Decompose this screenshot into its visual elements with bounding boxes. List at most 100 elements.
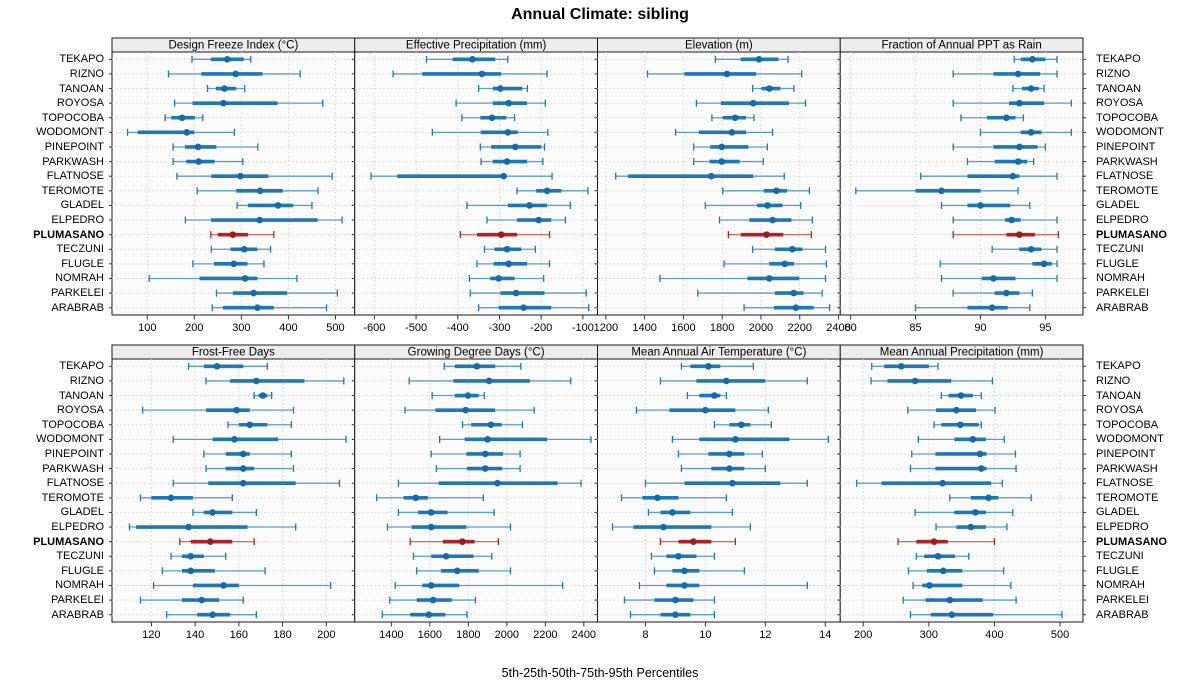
site-label-left-flugle: FLUGLE xyxy=(61,257,104,270)
interval-PINEPOINT xyxy=(677,450,763,458)
interval-PARKELEI xyxy=(389,596,477,604)
interval-ROYOSA xyxy=(635,406,769,414)
interval-NOMRAH xyxy=(940,274,1058,282)
interval-ARABRAB xyxy=(909,611,1063,619)
x-tick-label: 2400 xyxy=(826,322,850,334)
interval-PLUMASANO xyxy=(659,538,737,546)
site-label-right-royosa: ROYOSA xyxy=(1096,97,1144,110)
interval-PINEPOINT xyxy=(479,143,546,151)
interval-FLATNOSE xyxy=(172,479,341,487)
x-tick-label: 2400 xyxy=(572,629,596,641)
x-tick-label: 500 xyxy=(1051,629,1069,641)
site-label-left-teromote: TEROMOTE xyxy=(41,184,104,197)
interval-TANOAN xyxy=(1012,85,1045,93)
interval-TECZUNI xyxy=(210,245,272,253)
interval-PLUMASANO xyxy=(897,538,996,546)
interval-NOMRAH xyxy=(912,581,1012,589)
panel-5: Growing Degree Days (°C) 1400 1600 1800 2000… xyxy=(351,344,601,641)
interval-FLATNOSE xyxy=(370,172,553,180)
site-label-right-pinepoint: PINEPOINT xyxy=(1096,447,1156,460)
x-tick-label: 400 xyxy=(279,322,297,334)
site-label-left-gladel: GLADEL xyxy=(60,506,104,519)
site-label-left-plumasano: PLUMASANO xyxy=(33,228,104,241)
interval-ELPEDRO xyxy=(952,216,1058,224)
interval-GLADEL xyxy=(192,508,257,516)
interval-ARABRAB xyxy=(166,611,257,619)
x-tick-label: 100 xyxy=(138,322,156,334)
interval-ELPEDRO xyxy=(184,216,343,224)
interval-TANOAN xyxy=(940,392,982,400)
interval-ROYOSA xyxy=(404,406,535,414)
site-label-right-flatnose: FLATNOSE xyxy=(1096,170,1154,183)
interval-FLUGLE xyxy=(723,260,827,268)
interval-PARKWASH xyxy=(966,158,1035,166)
site-label-left-nomrah: NOMRAH xyxy=(55,272,104,285)
site-label-left-pinepoint: PINEPOINT xyxy=(44,140,104,153)
interval-TOPOCOBA xyxy=(713,421,772,429)
interval-NOMRAH xyxy=(148,274,298,282)
strip-label: Frost-Free Days xyxy=(192,347,275,359)
interval-PINEPOINT xyxy=(430,450,521,458)
interval-PARKELEI xyxy=(952,289,1034,297)
x-tick-label: 1600 xyxy=(671,322,695,334)
site-label-right-arabrab: ARABRAB xyxy=(1096,608,1149,621)
site-label-right-teczuni: TECZUNI xyxy=(1096,550,1144,563)
interval-ARABRAB xyxy=(743,304,831,312)
interval-PLUMASANO xyxy=(727,231,813,239)
interval-TEROMOTE xyxy=(855,187,1019,195)
strip-label: Mean Annual Air Temperature (°C) xyxy=(631,347,806,359)
x-tick-label: 120 xyxy=(142,629,160,641)
interval-TEKAPO xyxy=(443,362,522,370)
site-label-right-wodomont: WODOMONT xyxy=(1096,433,1164,446)
interval-TOPOCOBA xyxy=(461,114,516,122)
interval-ARABRAB xyxy=(629,611,716,619)
interval-GLADEL xyxy=(704,201,802,209)
strip-label: Growing Degree Days (°C) xyxy=(408,347,545,359)
site-label-right-tekapo: TEKAPO xyxy=(1096,53,1141,66)
site-label-left-arabrab: ARABRAB xyxy=(51,608,104,621)
interval-RIZNO xyxy=(659,377,808,385)
site-label-right-elpedro: ELPEDRO xyxy=(1096,521,1149,534)
site-label-left-royosa: ROYOSA xyxy=(56,97,104,110)
strip-label: Elevation (m) xyxy=(685,40,753,52)
interval-WODOMONT xyxy=(126,128,235,136)
interval-RIZNO xyxy=(646,70,803,78)
interval-TANOAN xyxy=(686,392,728,400)
interval-TEROMOTE xyxy=(949,494,1032,502)
site-label-right-tanoan: TANOAN xyxy=(1096,82,1142,95)
strip-label: Fraction of Annual PPT as Rain xyxy=(882,40,1042,52)
interval-GLADEL xyxy=(647,508,734,516)
site-label-right-wodomont: WODOMONT xyxy=(1096,126,1164,139)
interval-PARKWASH xyxy=(909,465,1017,473)
interval-TECZUNI xyxy=(170,552,227,560)
interval-ARABRAB xyxy=(381,611,468,619)
site-label-left-teczuni: TECZUNI xyxy=(56,243,104,256)
interval-TANOAN xyxy=(206,85,246,93)
strip-label: Effective Precipitation (mm) xyxy=(406,40,547,52)
interval-TEROMOTE xyxy=(516,187,589,195)
site-label-right-nomrah: NOMRAH xyxy=(1096,579,1145,592)
interval-PARKELEI xyxy=(623,596,716,604)
x-tick-label: 300 xyxy=(920,629,938,641)
site-label-left-elpedro: ELPEDRO xyxy=(51,521,104,534)
interval-ROYOSA xyxy=(952,99,1072,107)
x-tick-label: 500 xyxy=(326,322,344,334)
interval-NOMRAH xyxy=(468,274,545,282)
site-label-left-parkwash: PARKWASH xyxy=(42,462,104,475)
site-label-left-topocoba: TOPOCOBA xyxy=(41,111,104,124)
site-label-right-teromote: TEROMOTE xyxy=(1096,184,1159,197)
interval-TANOAN xyxy=(751,85,795,93)
interval-PINEPOINT xyxy=(952,143,1047,151)
interval-WODOMONT xyxy=(438,435,592,443)
x-tick-label: 90 xyxy=(974,322,986,334)
site-label-left-flugle: FLUGLE xyxy=(61,564,104,577)
site-label-left-tanoan: TANOAN xyxy=(58,389,104,402)
interval-PINEPOINT xyxy=(203,450,292,458)
interval-WODOMONT xyxy=(431,128,549,136)
x-tick-label: -400 xyxy=(447,322,469,334)
site-label-left-wodomont: WODOMONT xyxy=(36,126,104,139)
site-label-left-tekapo: TEKAPO xyxy=(59,53,104,66)
x-tick-label: 1400 xyxy=(379,629,403,641)
interval-FLUGLE xyxy=(939,260,1058,268)
